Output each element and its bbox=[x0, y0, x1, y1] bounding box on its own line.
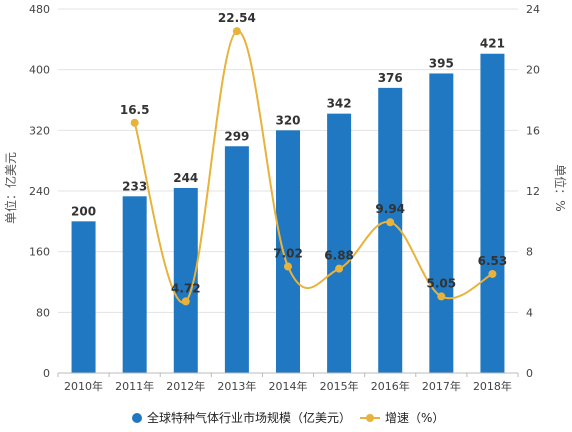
bar bbox=[480, 53, 505, 373]
right-axis-title: 单位：% bbox=[553, 164, 568, 211]
bar bbox=[276, 130, 300, 373]
bar-value-label: 233 bbox=[122, 179, 147, 193]
left-tick-label: 160 bbox=[29, 246, 50, 259]
bar-value-label: 376 bbox=[378, 71, 403, 85]
x-tick-label: 2012年 bbox=[166, 379, 205, 393]
bars bbox=[71, 53, 505, 374]
left-tick-label: 80 bbox=[36, 306, 50, 319]
left-axis-ticks: 0 80 160 240 320 400 480 bbox=[29, 3, 50, 380]
right-tick-label: 0 bbox=[526, 367, 533, 380]
growth-point bbox=[335, 264, 344, 273]
bar-value-label: 244 bbox=[173, 171, 198, 185]
growth-value-label: 6.88 bbox=[324, 249, 354, 263]
bar-value-label: 299 bbox=[224, 129, 249, 143]
x-axis-ticks: 2010年 2011年 2012年 2013年 2014年 2015年 2016年 2017年… bbox=[57, 373, 519, 393]
growth-value-label: 22.54 bbox=[218, 11, 256, 25]
left-axis-title: 单位：亿美元 bbox=[3, 152, 18, 224]
legend-line-label: 增速（%） bbox=[385, 411, 444, 425]
bar-value-label: 200 bbox=[71, 204, 96, 218]
left-tick-label: 480 bbox=[29, 3, 50, 16]
bar-value-label: 342 bbox=[327, 97, 352, 111]
bar-value-labels: 200 233 244 299 320 342 376 395 421 bbox=[71, 37, 505, 219]
left-tick-label: 0 bbox=[43, 367, 50, 380]
x-tick-label: 2015年 bbox=[320, 379, 359, 393]
bar bbox=[378, 87, 403, 373]
x-tick-label: 2010年 bbox=[64, 379, 103, 393]
growth-value-label: 9.94 bbox=[375, 202, 405, 216]
left-tick-label: 320 bbox=[29, 124, 50, 137]
legend: 全球特种气体行业市场规模（亿美元） 增速（%） bbox=[132, 410, 444, 425]
bar-value-label: 395 bbox=[429, 56, 454, 70]
right-tick-label: 20 bbox=[526, 64, 540, 77]
growth-point bbox=[130, 118, 139, 127]
x-tick-label: 2011年 bbox=[115, 379, 154, 393]
growth-point bbox=[181, 297, 190, 306]
bar bbox=[71, 221, 96, 373]
x-tick-label: 2017年 bbox=[422, 379, 461, 393]
right-tick-label: 12 bbox=[526, 185, 540, 198]
right-tick-label: 24 bbox=[526, 3, 540, 16]
right-tick-label: 16 bbox=[526, 124, 540, 137]
bar bbox=[122, 196, 147, 373]
growth-point bbox=[386, 218, 395, 227]
growth-value-label: 4.72 bbox=[171, 281, 201, 295]
growth-line bbox=[130, 27, 497, 306]
right-tick-label: 4 bbox=[526, 306, 533, 319]
growth-point bbox=[232, 27, 241, 36]
left-tick-label: 240 bbox=[29, 185, 50, 198]
x-tick-label: 2016年 bbox=[371, 379, 410, 393]
legend-line-marker-dot bbox=[366, 414, 374, 422]
bar bbox=[429, 73, 454, 373]
x-tick-label: 2013年 bbox=[217, 379, 256, 393]
x-tick-label: 2018年 bbox=[473, 379, 512, 393]
bar-value-label: 421 bbox=[480, 37, 505, 51]
growth-value-label: 6.53 bbox=[478, 254, 508, 268]
growth-value-label: 7.02 bbox=[273, 247, 303, 261]
growth-value-label: 16.5 bbox=[120, 103, 150, 117]
bar-value-label: 320 bbox=[275, 113, 300, 127]
growth-point bbox=[488, 269, 497, 278]
bar bbox=[327, 113, 352, 374]
right-tick-label: 8 bbox=[526, 246, 533, 259]
growth-point bbox=[284, 262, 292, 271]
legend-bar-label: 全球特种气体行业市场规模（亿美元） bbox=[147, 410, 351, 425]
right-axis-ticks: 0 4 8 12 16 20 24 bbox=[526, 3, 540, 380]
bar bbox=[224, 146, 249, 373]
legend-bar-marker bbox=[132, 413, 142, 423]
x-tick-label: 2014年 bbox=[269, 379, 308, 393]
line-value-labels: 16.5 4.72 22.54 7.02 6.88 9.94 5.05 6.53 bbox=[120, 11, 507, 295]
growth-point bbox=[437, 292, 446, 301]
growth-value-label: 5.05 bbox=[427, 276, 457, 290]
left-tick-label: 400 bbox=[29, 64, 50, 77]
